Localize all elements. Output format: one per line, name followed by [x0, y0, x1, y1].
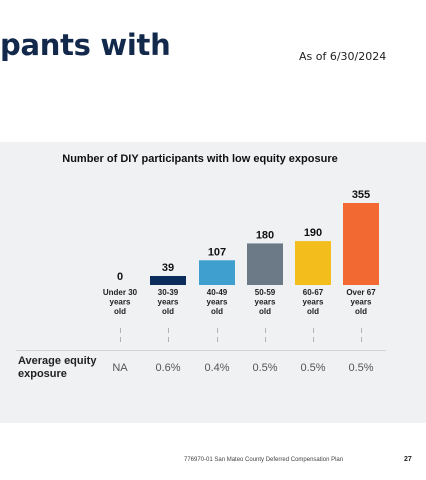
equity-value: 0.6% — [155, 362, 181, 374]
x-tick-label: 50-59 years old — [255, 288, 276, 316]
chart-title: Number of DIY participants with low equi… — [62, 153, 338, 165]
as-of-date: As of 6/30/2024 — [299, 50, 387, 63]
bar — [295, 241, 331, 285]
bar-value-label: 0 — [117, 271, 123, 283]
equity-value: 0.5% — [300, 362, 326, 374]
column-tick — [313, 328, 314, 342]
bar — [150, 275, 186, 285]
column-tick — [168, 328, 169, 342]
page-title: pants with — [0, 28, 171, 62]
equity-row-label: Average equity exposure — [18, 355, 97, 380]
bar-value-label: 107 — [208, 246, 226, 258]
footer-text: 776970-01 San Mateo County Deferred Comp… — [184, 457, 344, 463]
column-tick — [361, 328, 362, 342]
x-tick-label: 60-67 years old — [303, 288, 324, 316]
x-tick-label: Under 30 years old — [103, 288, 138, 316]
table-divider — [16, 350, 386, 351]
equity-value: 0.5% — [252, 362, 278, 374]
bar — [343, 203, 379, 285]
equity-value: NA — [112, 362, 128, 374]
bar-value-label: 355 — [352, 189, 370, 201]
bar-value-label: 190 — [304, 227, 322, 239]
x-tick-label: 30-39 years old — [158, 288, 179, 316]
column-tick — [265, 328, 266, 342]
bar-value-label: 39 — [162, 262, 174, 274]
page-number: 27 — [404, 456, 412, 463]
bar-value-label: 180 — [256, 229, 274, 241]
x-tick-label: Over 67 years old — [346, 288, 376, 316]
equity-value: 0.5% — [348, 362, 374, 374]
x-tick-label: 40-49 years old — [207, 288, 228, 316]
equity-value: 0.4% — [204, 362, 230, 374]
column-tick — [120, 328, 121, 342]
bar — [199, 260, 235, 285]
column-tick — [217, 328, 218, 342]
bar — [247, 243, 283, 285]
